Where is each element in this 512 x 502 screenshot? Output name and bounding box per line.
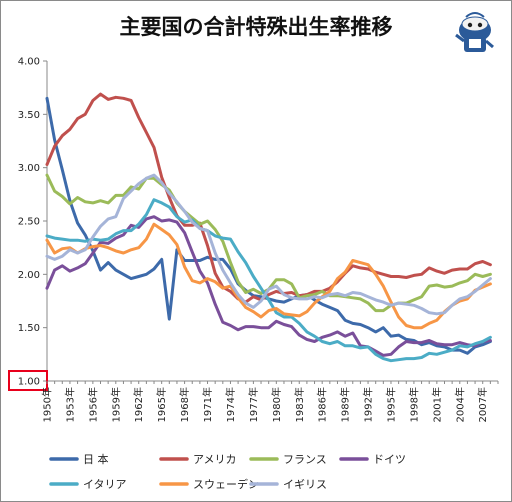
x-tick-label: 1986年	[316, 387, 329, 422]
legend-label: 日 本	[83, 452, 109, 466]
x-tick-label: 1959年	[109, 387, 122, 422]
series-line	[45, 215, 492, 357]
legend-label: アメリカ	[193, 453, 236, 466]
x-tick-label: 1971年	[201, 387, 214, 422]
x-tick-label: 1998年	[407, 387, 420, 422]
y-tick-label: 3.50	[18, 110, 40, 121]
x-tick-label: 2001年	[430, 387, 443, 422]
highlight-box	[8, 370, 48, 391]
series-line	[45, 96, 492, 355]
x-axis-ticks: 1950年 1953年 1956年 1959年 1962年 1965年 1968年 1971年…	[41, 381, 499, 422]
y-axis-ticks: 1.00 1.50 2.00 2.50 3.00 3.50 4.00	[8, 57, 48, 391]
chart-axes	[46, 61, 498, 382]
series-line	[45, 198, 492, 363]
series-line	[45, 92, 492, 304]
y-tick-label: 3.00	[18, 163, 40, 174]
x-tick-label: 1956年	[86, 387, 99, 422]
series-line	[45, 222, 492, 330]
y-tick-label: 2.00	[18, 270, 40, 281]
x-tick-label: 1977年	[247, 387, 260, 422]
y-tick-label: 4.00	[18, 57, 40, 68]
x-tick-label: 1995年	[384, 387, 397, 422]
chart-series	[45, 92, 492, 363]
legend-label: イタリア	[83, 478, 127, 491]
y-tick-label: 2.50	[18, 217, 40, 228]
series-line	[45, 173, 492, 316]
legend-label: イギリス	[283, 478, 327, 491]
x-tick-label: 1965年	[155, 387, 168, 422]
x-tick-label: 1989年	[339, 387, 352, 422]
x-tick-label: 1983年	[293, 387, 306, 422]
x-tick-label: 1950年	[41, 387, 54, 422]
y-tick-label: 1.50	[18, 323, 40, 334]
x-tick-label: 2007年	[476, 387, 489, 422]
x-tick-label: 1980年	[270, 387, 283, 422]
x-tick-label: 1968年	[178, 387, 191, 422]
x-tick-label: 1962年	[132, 387, 145, 422]
legend-label: スウェーデン	[193, 477, 259, 491]
x-tick-label: 1953年	[63, 387, 76, 422]
legend-label: フランス	[283, 453, 327, 466]
y-tick-label: 1.00	[18, 377, 40, 388]
x-tick-label: 1974年	[224, 387, 237, 422]
chart-title: 主要国の合計特殊出生率推移	[120, 15, 393, 39]
legend-label: ドイツ	[373, 453, 406, 466]
x-tick-label: 2004年	[453, 387, 466, 422]
mascot-illustration-icon	[455, 12, 494, 52]
x-tick-label: 1992年	[362, 387, 375, 422]
